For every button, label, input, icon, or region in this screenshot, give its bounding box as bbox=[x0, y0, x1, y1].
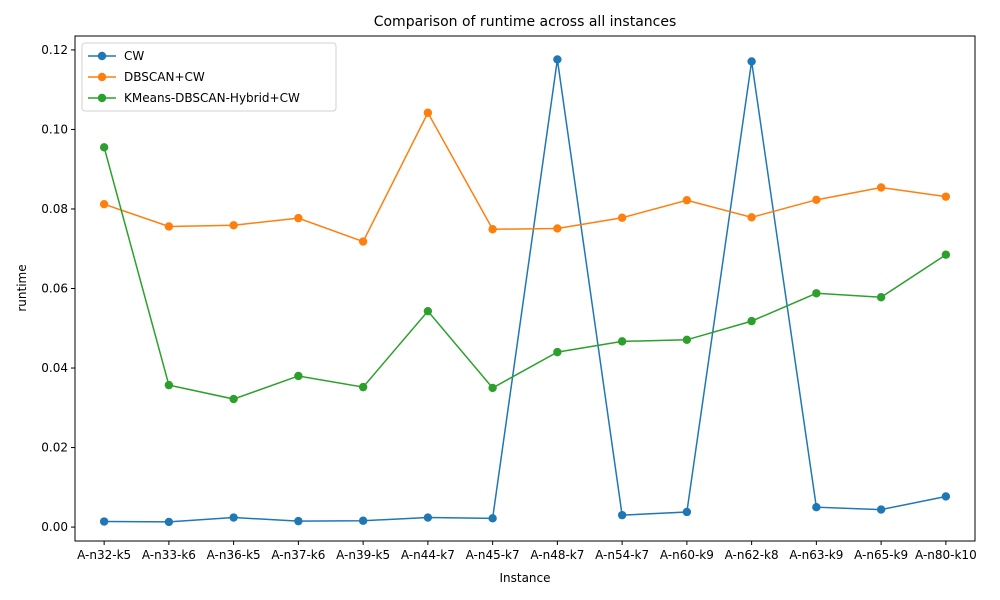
x-tick-label: A-n36-k5 bbox=[207, 548, 261, 562]
data-point bbox=[358, 382, 368, 392]
y-axis-label: runtime bbox=[15, 264, 29, 311]
x-tick-label: A-n39-k5 bbox=[336, 548, 390, 562]
x-axis: A-n32-k5 A-n33-k6 A-n36-k5 A-n37-k6 A-n39-k5… bbox=[77, 541, 977, 562]
data-point bbox=[617, 337, 627, 346]
y-tick-label: 0.08 bbox=[41, 202, 68, 216]
x-tick-label: A-n33-k6 bbox=[142, 548, 196, 562]
series-2 bbox=[99, 143, 951, 404]
legend-entry: KMeans-DBSCAN-Hybrid+CW bbox=[88, 91, 300, 105]
x-tick-label: A-n54-k7 bbox=[595, 548, 649, 562]
y-tick-label: 0.04 bbox=[41, 361, 68, 375]
data-point bbox=[941, 192, 951, 201]
legend-marker bbox=[97, 72, 107, 82]
y-tick-label: 0.10 bbox=[41, 122, 68, 136]
legend-label: DBSCAN+CW bbox=[124, 70, 205, 84]
series-0 bbox=[99, 55, 951, 527]
series-line bbox=[103, 147, 947, 400]
data-point bbox=[99, 143, 109, 152]
data-point bbox=[682, 335, 692, 344]
x-tick-label: A-n32-k5 bbox=[77, 548, 131, 562]
x-tick-label: A-n44-k7 bbox=[401, 548, 455, 562]
data-point bbox=[876, 293, 886, 302]
data-point bbox=[617, 510, 627, 520]
data-point bbox=[423, 306, 433, 316]
y-tick-label: 0.06 bbox=[41, 282, 68, 296]
data-point bbox=[229, 221, 238, 230]
data-point bbox=[164, 222, 174, 231]
series-line bbox=[104, 59, 947, 523]
data-point bbox=[488, 383, 497, 393]
data-point bbox=[812, 503, 821, 512]
data-point bbox=[747, 316, 756, 326]
x-tick-label: A-n80-k10 bbox=[915, 548, 977, 562]
legend-label: CW bbox=[124, 49, 144, 63]
data-point bbox=[941, 492, 951, 501]
legend-box bbox=[81, 42, 337, 112]
x-tick-label: A-n45-k7 bbox=[466, 548, 520, 562]
legend-marker bbox=[97, 51, 107, 61]
data-point bbox=[812, 289, 821, 298]
legend-label: KMeans-DBSCAN-Hybrid+CW bbox=[124, 91, 300, 105]
y-tick-label: 0.00 bbox=[41, 520, 68, 534]
data-point bbox=[876, 505, 886, 514]
data-point bbox=[553, 224, 562, 233]
chart-title: Comparison of runtime across all instanc… bbox=[374, 14, 677, 30]
data-point bbox=[617, 213, 627, 222]
series-layer bbox=[99, 55, 951, 527]
data-point bbox=[294, 516, 303, 526]
data-point bbox=[488, 514, 497, 523]
x-tick-label: A-n60-k9 bbox=[660, 548, 714, 562]
data-point bbox=[488, 225, 497, 234]
legend: CW DBSCAN+CW KMeans-DBSCAN-Hybrid+CW bbox=[81, 42, 337, 112]
y-tick-label: 0.02 bbox=[41, 441, 68, 455]
data-point bbox=[294, 213, 303, 223]
series-line bbox=[103, 111, 946, 243]
x-tick-label: A-n37-k6 bbox=[271, 548, 325, 562]
data-point bbox=[164, 380, 174, 390]
series-1 bbox=[99, 108, 951, 246]
data-point bbox=[229, 513, 238, 522]
data-point bbox=[682, 507, 692, 517]
data-point bbox=[423, 513, 433, 522]
data-point bbox=[876, 183, 886, 192]
y-axis: 0.00 0.02 0.04 0.06 0.08 0.10 0.12 bbox=[41, 43, 75, 534]
x-axis-label: Instance bbox=[499, 571, 550, 585]
data-point bbox=[553, 347, 562, 357]
data-point bbox=[99, 517, 109, 526]
y-tick-label: 0.12 bbox=[41, 43, 68, 57]
data-point bbox=[164, 517, 174, 527]
legend-entry: CW bbox=[88, 49, 144, 63]
data-point bbox=[229, 394, 238, 404]
data-point bbox=[747, 213, 756, 222]
x-tick-label: A-n63-k9 bbox=[789, 548, 843, 562]
data-point bbox=[99, 200, 109, 209]
x-tick-label: A-n62-k8 bbox=[725, 548, 779, 562]
legend-marker bbox=[97, 93, 107, 103]
data-point bbox=[812, 195, 821, 205]
data-point bbox=[423, 108, 433, 117]
data-point bbox=[941, 250, 951, 259]
data-point bbox=[682, 196, 692, 205]
x-tick-label: A-n65-k9 bbox=[854, 548, 908, 562]
data-point bbox=[747, 57, 756, 66]
x-tick-label: A-n48-k7 bbox=[530, 548, 584, 562]
data-point bbox=[294, 371, 303, 381]
data-point bbox=[358, 516, 368, 525]
data-point bbox=[553, 55, 562, 64]
data-point bbox=[358, 237, 368, 246]
legend-entry: DBSCAN+CW bbox=[88, 70, 205, 84]
